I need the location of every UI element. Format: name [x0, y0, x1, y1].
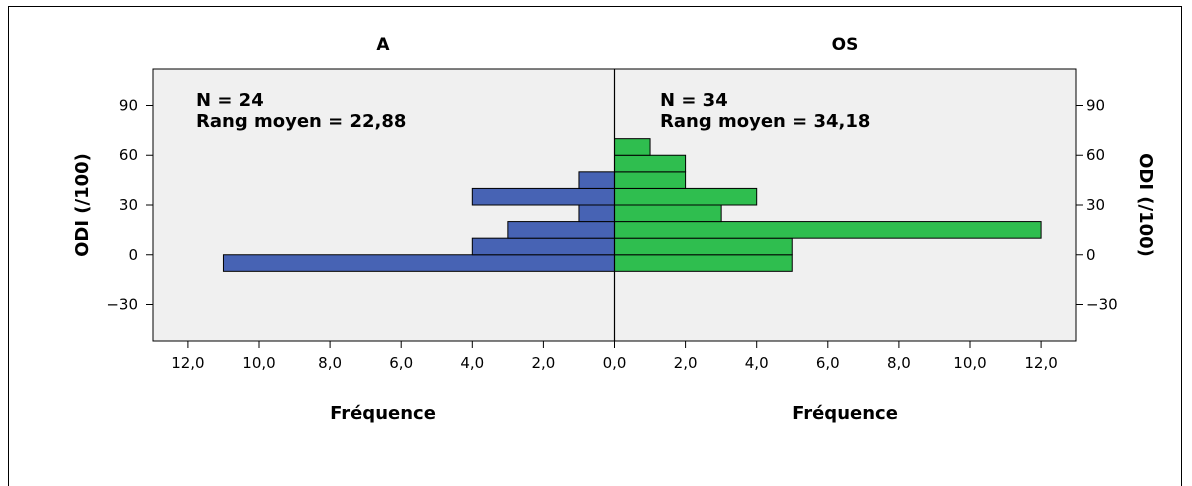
right-bar-0 — [614, 237, 793, 256]
right-bar-10 — [614, 221, 1042, 239]
x-axis-label-left: Fréquence — [330, 403, 436, 424]
y-tick-label-right: 60 — [1086, 146, 1105, 164]
right-bar-40 — [614, 171, 687, 189]
left-n-annotation: N = 24 — [196, 90, 264, 111]
left-bar-0 — [471, 237, 615, 256]
left-rank-annotation: Rang moyen = 22,88 — [196, 111, 406, 132]
x-tick-label: 10,0 — [242, 354, 275, 372]
right-rank-annotation: Rang moyen = 34,18 — [660, 111, 870, 132]
right-n-annotation: N = 34 — [660, 90, 728, 111]
chart-frame — [8, 6, 1182, 486]
left-bar-40 — [578, 171, 616, 189]
x-tick-label: 6,0 — [389, 354, 413, 372]
y-tick-label-left: 0 — [128, 246, 138, 264]
y-axis-label-right: ODI (/100) — [1135, 153, 1156, 257]
x-tick-label: 8,0 — [887, 354, 911, 372]
y-tick-label-left: −30 — [106, 296, 138, 314]
right-bar-50 — [614, 154, 687, 173]
x-axis-label-right: Fréquence — [792, 403, 898, 424]
x-tick-label: 0,0 — [603, 354, 627, 372]
y-tick-label-left: 60 — [119, 146, 138, 164]
y-axis-label-left: ODI (/100) — [72, 153, 93, 257]
right-bar--10 — [614, 254, 793, 272]
left-bar--10 — [222, 254, 615, 272]
right-bar-20 — [614, 204, 722, 223]
x-tick-label: 4,0 — [745, 354, 769, 372]
y-tick-label-right: 90 — [1086, 96, 1105, 114]
x-tick-label: 2,0 — [674, 354, 698, 372]
x-tick-label: 4,0 — [460, 354, 484, 372]
x-tick-label: 12,0 — [1024, 354, 1057, 372]
left-bar-20 — [578, 204, 616, 223]
x-tick-label: 10,0 — [953, 354, 986, 372]
x-tick-label: 6,0 — [816, 354, 840, 372]
panel-title-right: OS — [832, 35, 859, 55]
y-tick-label-right: 30 — [1086, 196, 1105, 214]
x-tick-label: 2,0 — [531, 354, 555, 372]
bars-group — [222, 138, 1042, 272]
panel-title-left: A — [376, 35, 390, 55]
y-tick-label-right: 0 — [1086, 246, 1096, 264]
y-tick-label-left: 30 — [119, 196, 138, 214]
x-tick-label: 12,0 — [171, 354, 204, 372]
right-bar-60 — [614, 138, 651, 156]
y-tick-label-right: −30 — [1086, 296, 1118, 314]
left-bar-10 — [507, 221, 616, 239]
right-bar-30 — [614, 187, 758, 206]
y-tick-label-left: 90 — [119, 96, 138, 114]
x-axis-ticks: 12,0 10,0 8,0 6,0 4,0 2,0 0,0 2,0 4,0 6,0 8,0 10,0 1… — [171, 341, 1058, 372]
x-tick-label: 8,0 — [318, 354, 342, 372]
y-axis-ticks: −30 −30 0 0 30 30 60 60 90 90 — [106, 96, 1117, 313]
left-bar-30 — [471, 187, 615, 206]
